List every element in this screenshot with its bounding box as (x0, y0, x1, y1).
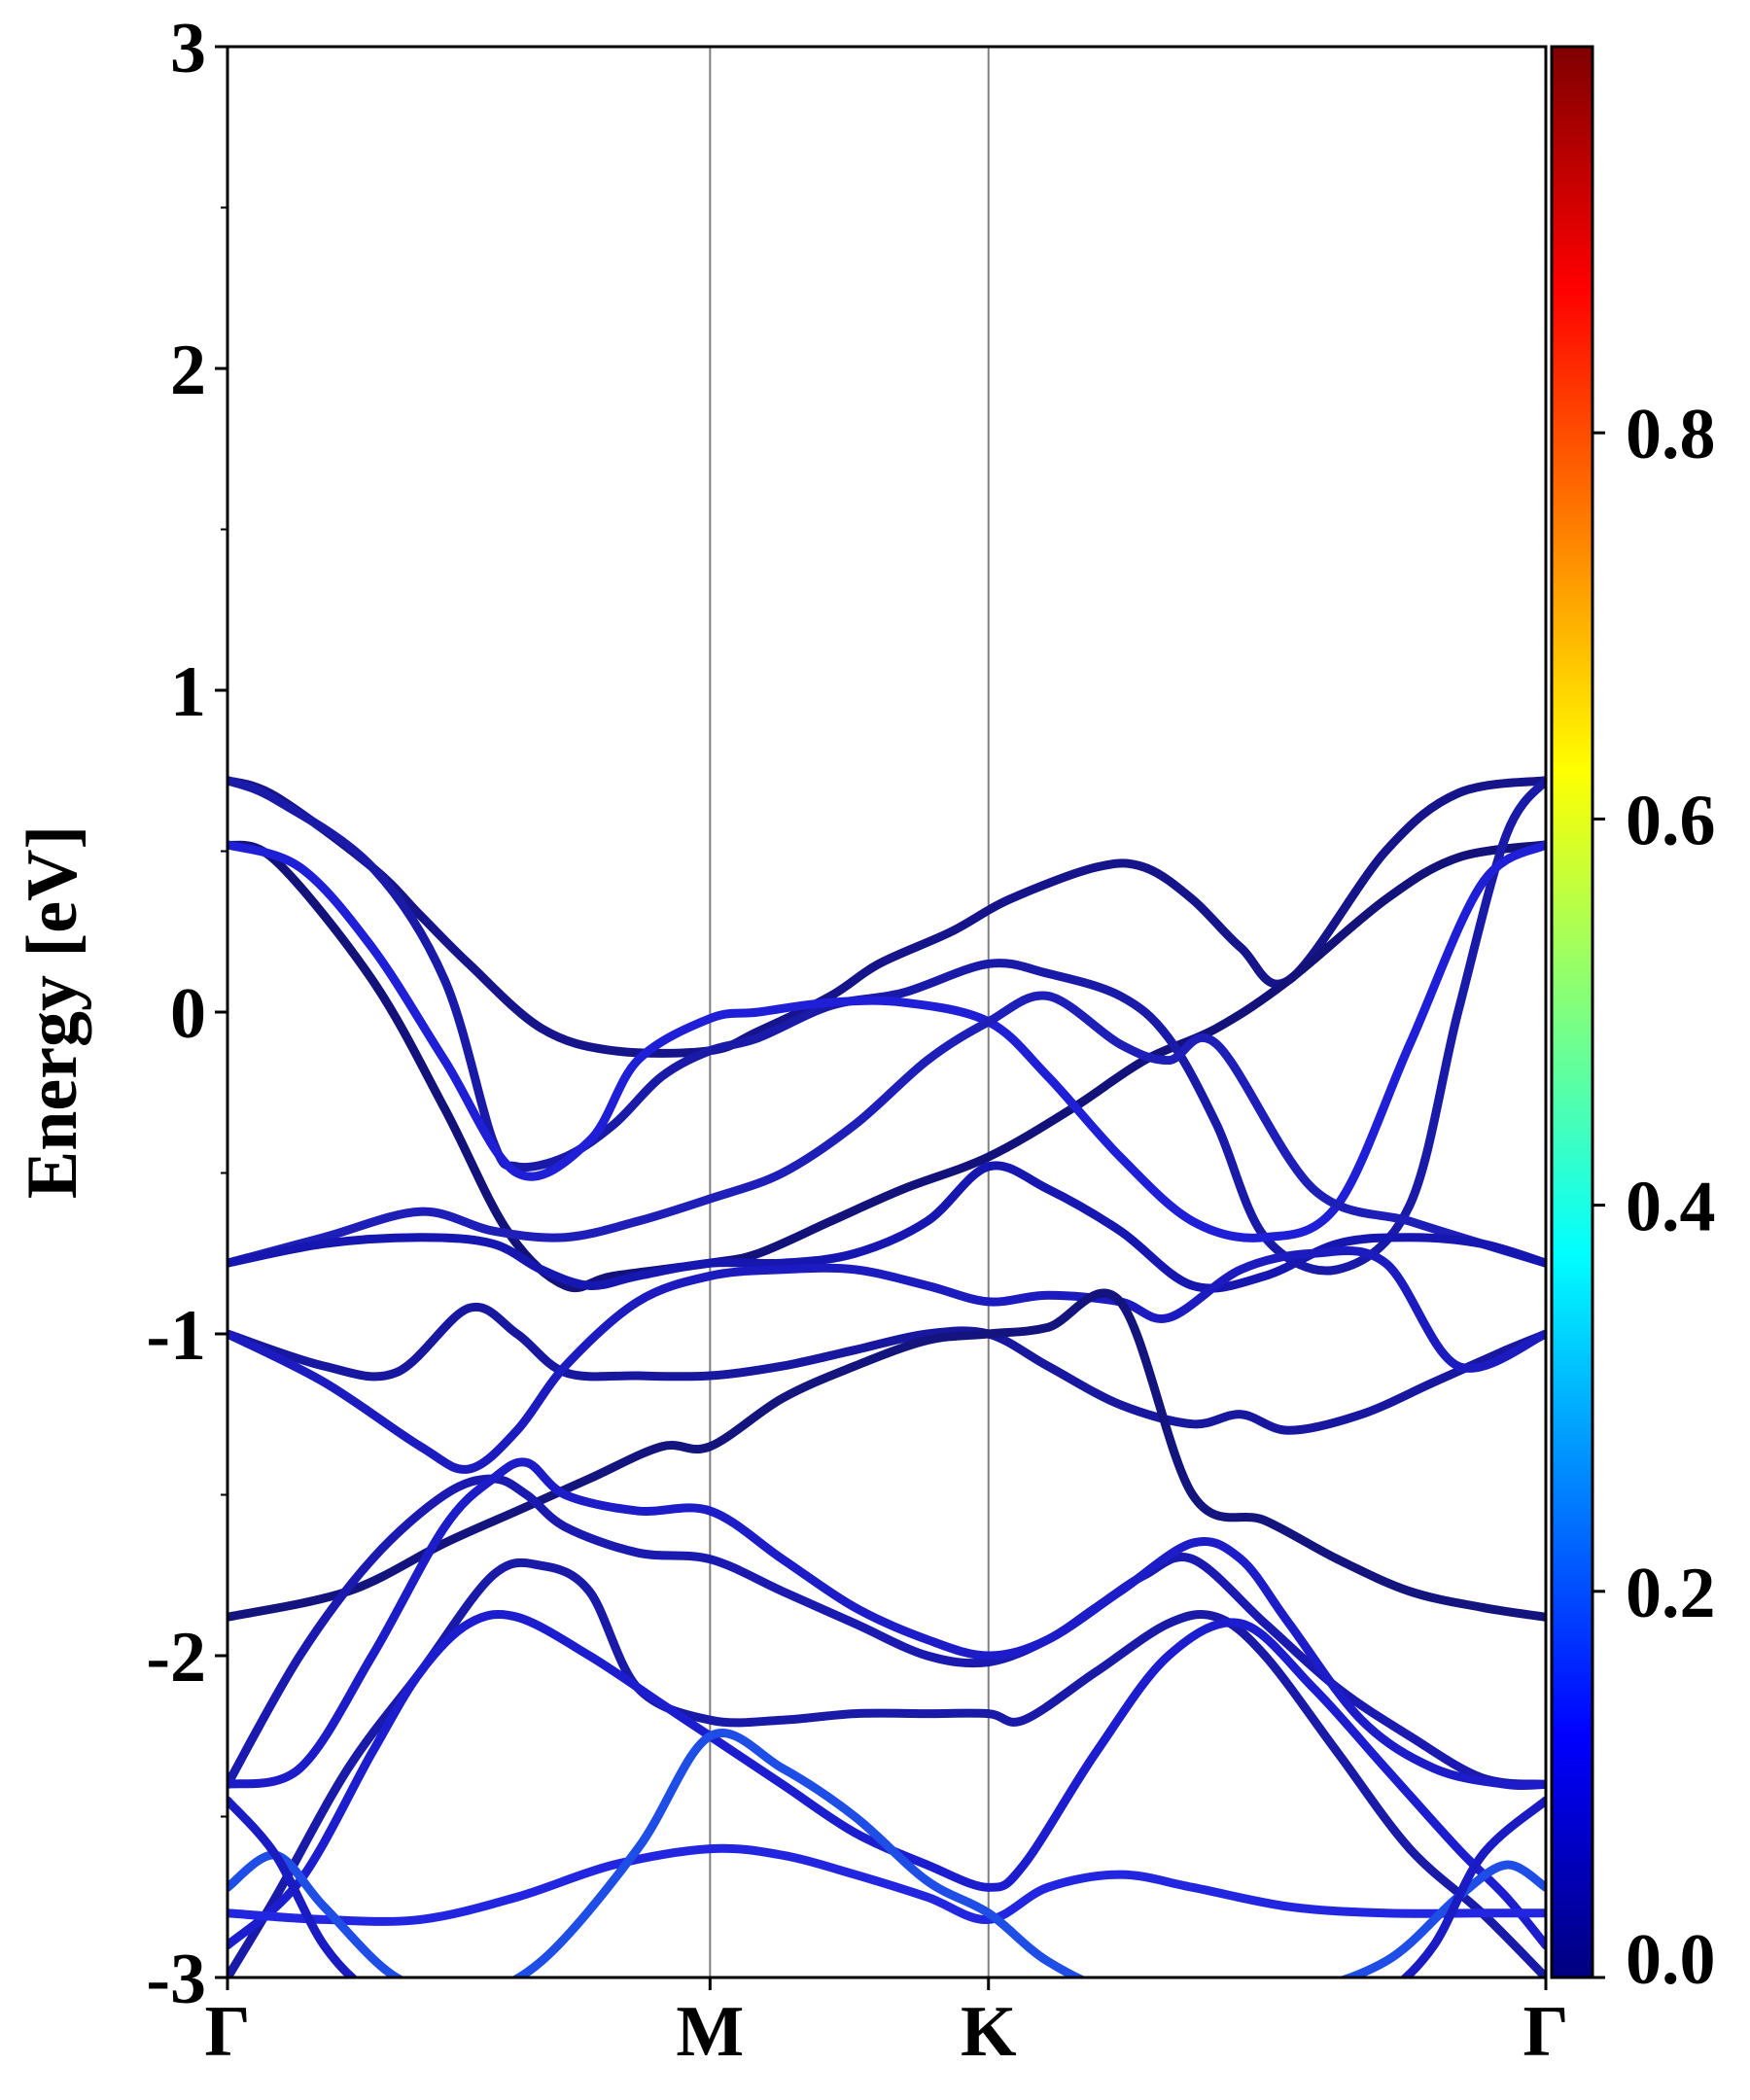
x-tick-label: K (961, 1992, 1017, 2072)
band-line-13 (228, 1843, 1546, 1926)
colorbar (1550, 45, 1594, 1979)
band-line-4 (228, 991, 1546, 1268)
band-line-15 (228, 1796, 1546, 1978)
plot-frame (226, 45, 1548, 1979)
y-tick-label: 0 (170, 974, 206, 1054)
band-line-8 (228, 1288, 1546, 1622)
y-tick-label: 3 (170, 9, 206, 88)
x-tick-label: Γ (1522, 1992, 1568, 2072)
band-line-10 (228, 1457, 1546, 1791)
band-line-7 (228, 1246, 1546, 1474)
x-tick-label: M (676, 1992, 744, 2072)
band-line-1 (228, 840, 1546, 1293)
band-line-9 (228, 1474, 1546, 1789)
colorbar-tick-label: 0.6 (1626, 781, 1716, 860)
y-tick-label: -1 (146, 1296, 206, 1376)
band-lines (228, 776, 1546, 1978)
band-line-0 (228, 776, 1546, 1058)
colorbar-tick-label: 0.8 (1626, 395, 1716, 474)
y-tick-label: 1 (170, 652, 206, 732)
y-tick-label: -2 (146, 1618, 206, 1698)
colorbar-tick-label: 0.2 (1626, 1554, 1716, 1633)
y-tick-label: 2 (170, 331, 206, 410)
colorbar-tick-label: 0.0 (1626, 1920, 1716, 2000)
y-axis-ticks: -3 -2 -1 0 1 2 3 (146, 9, 228, 2019)
band-line-3 (228, 840, 1546, 1242)
colorbar-ticks: 0.0 0.2 0.4 0.6 0.8 (1592, 395, 1716, 2000)
band-line-6 (228, 1302, 1546, 1435)
band-line-12 (228, 1609, 1546, 1950)
colorbar-tick-label: 0.4 (1626, 1168, 1716, 1247)
band-line-5 (228, 1161, 1546, 1293)
x-tick-label: Γ (204, 1992, 250, 2072)
y-tick-label: -3 (146, 1940, 206, 2019)
y-axis-label: Energy [eV] (13, 825, 92, 1199)
